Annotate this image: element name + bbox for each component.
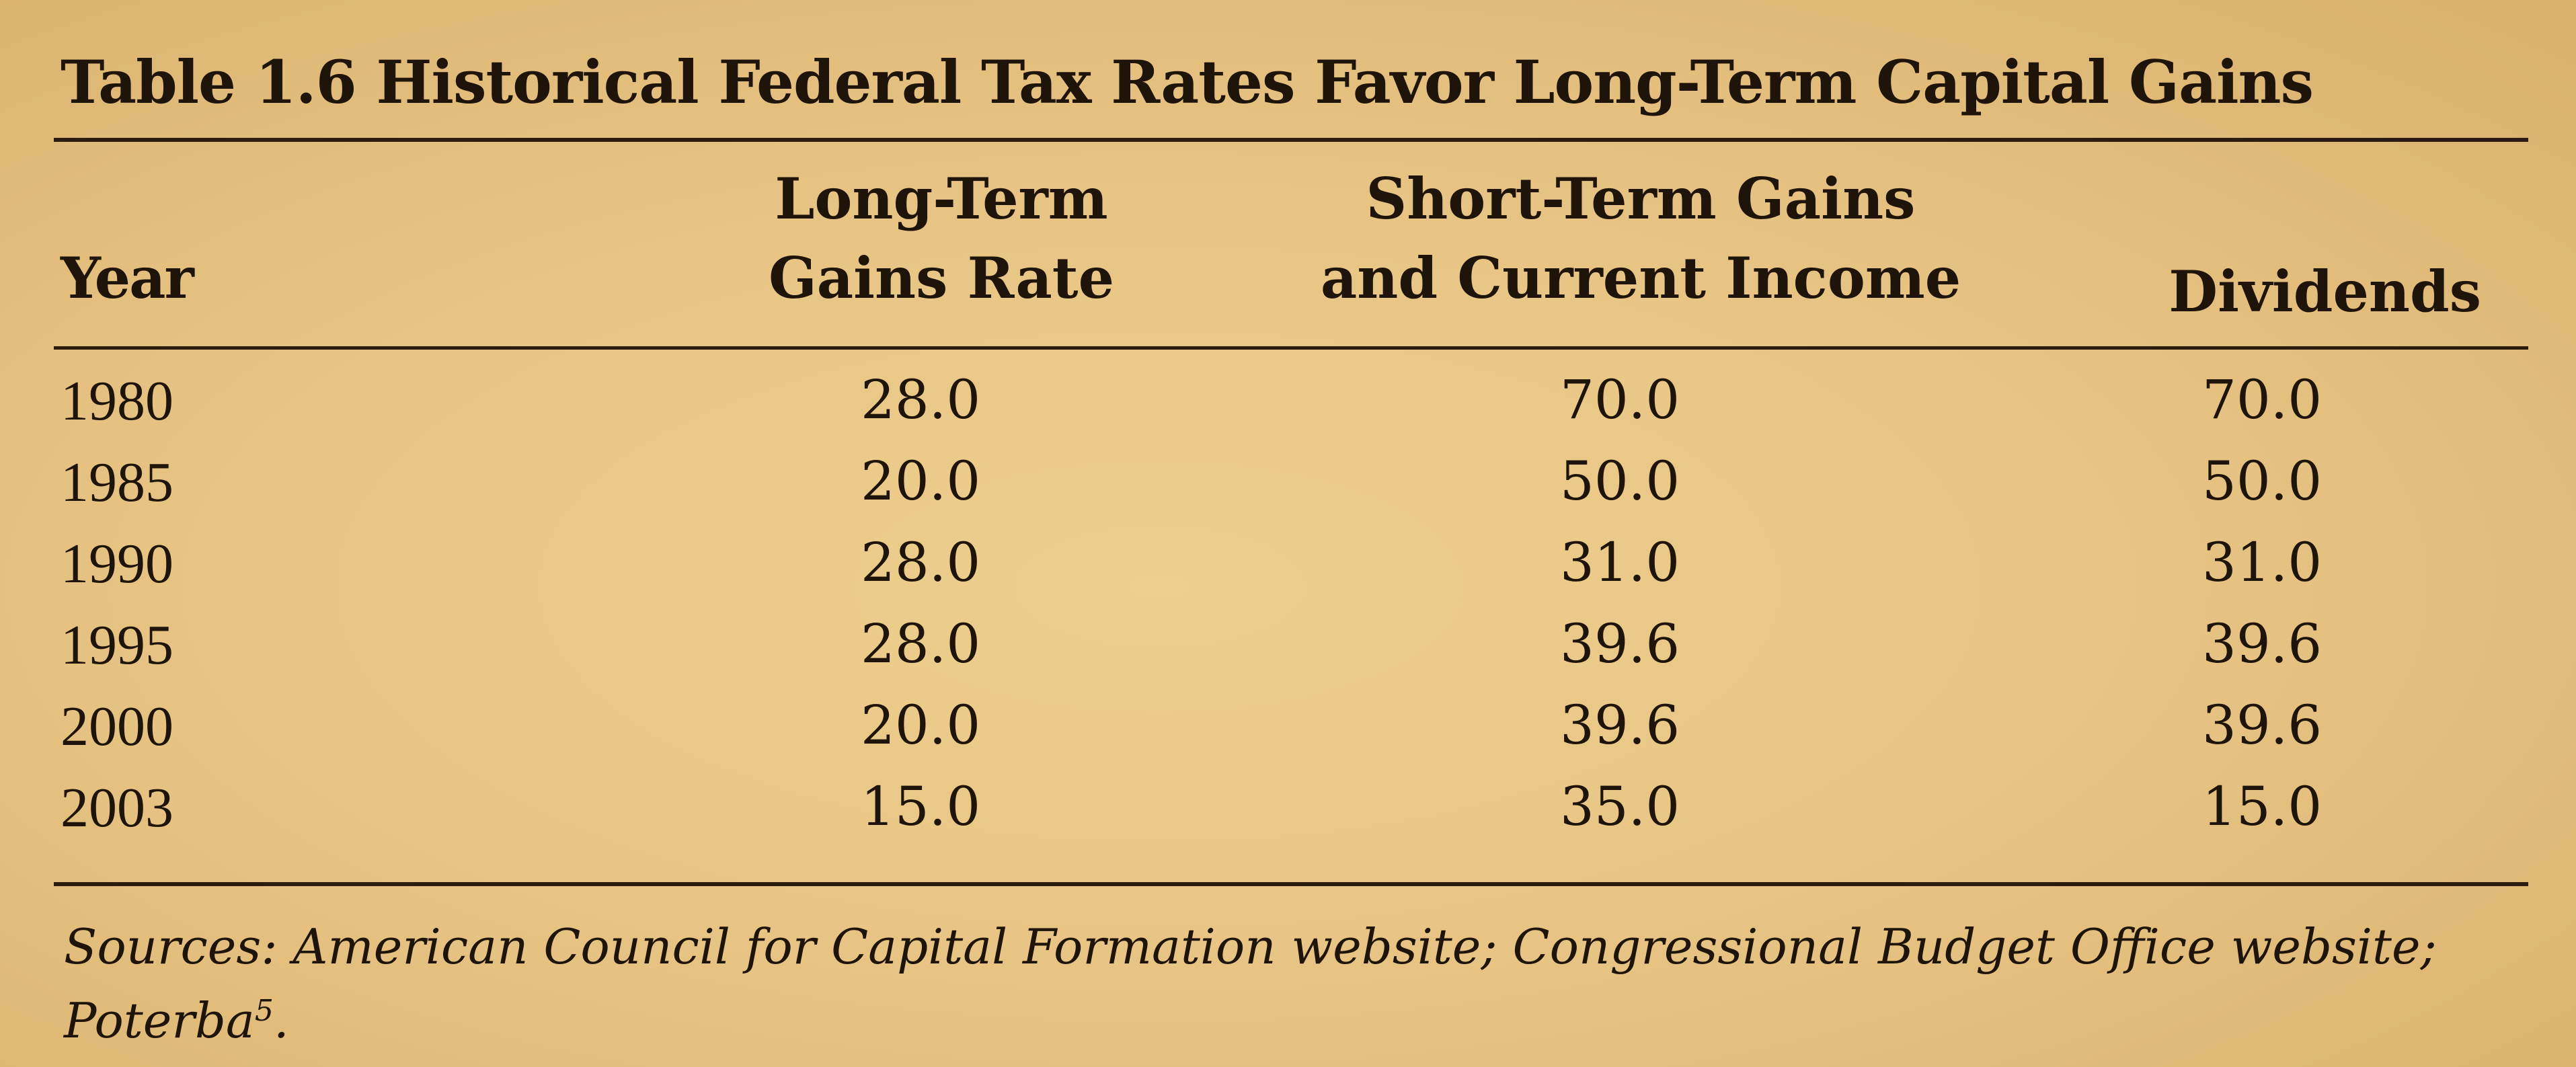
cell-year: 1985: [61, 451, 173, 514]
cell-long-term: 28.0: [861, 531, 981, 594]
cell-long-term: 28.0: [861, 368, 981, 431]
cell-year: 2000: [61, 695, 173, 758]
header-rule: [54, 346, 2528, 350]
cell-short-term: 70.0: [1560, 368, 1680, 431]
header-short-term-gains: Short-Term Gains and Current Income: [1311, 159, 1970, 318]
cell-short-term: 39.6: [1560, 612, 1680, 675]
header-long-term-gains-rate: Long-Term Gains Rate: [753, 159, 1130, 318]
cell-year: 1995: [61, 614, 173, 676]
cell-long-term: 28.0: [861, 612, 981, 675]
cell-year: 1980: [61, 370, 173, 432]
table-row: 2000 20.0 39.6 39.6: [0, 694, 2576, 775]
cell-dividends: 39.6: [2202, 612, 2323, 675]
top-rule: [54, 138, 2528, 142]
header-short-term-line1: Short-Term Gains: [1366, 165, 1916, 232]
source-text: American Council for Capital Formation w…: [64, 918, 2437, 1049]
cell-short-term: 35.0: [1560, 775, 1680, 838]
source-end: .: [273, 992, 289, 1049]
cell-short-term: 39.6: [1560, 694, 1680, 756]
cell-year: 2003: [61, 777, 173, 839]
cell-dividends: 31.0: [2202, 531, 2323, 594]
table-title: Table 1.6 Historical Federal Tax Rates F…: [61, 47, 2314, 117]
cell-dividends: 70.0: [2202, 368, 2323, 431]
bottom-rule: [54, 882, 2528, 886]
header-year: Year: [61, 245, 194, 311]
cell-short-term: 31.0: [1560, 531, 1680, 594]
table-row: 1995 28.0 39.6 39.6: [0, 612, 2576, 693]
cell-year: 1990: [61, 532, 173, 595]
header-long-term-line1: Long-Term: [775, 165, 1108, 232]
table-row: 1990 28.0 31.0 31.0: [0, 531, 2576, 612]
cell-dividends: 50.0: [2202, 450, 2323, 512]
cell-long-term: 20.0: [861, 450, 981, 512]
source-note: Sources: American Council for Capital Fo…: [64, 914, 2525, 1053]
header-short-term-line2: and Current Income: [1320, 245, 1961, 311]
table-row: 2003 15.0 35.0 15.0: [0, 775, 2576, 856]
cell-long-term: 15.0: [861, 775, 981, 838]
source-footnote: 5: [254, 994, 274, 1028]
cell-dividends: 39.6: [2202, 694, 2323, 756]
table-row: 1985 20.0 50.0 50.0: [0, 450, 2576, 530]
source-label: Sources:: [64, 918, 278, 975]
cell-short-term: 50.0: [1560, 450, 1680, 512]
cell-dividends: 15.0: [2202, 775, 2323, 838]
header-dividends: Dividends: [2169, 258, 2481, 325]
table-row: 1980 28.0 70.0 70.0: [0, 368, 2576, 449]
header-long-term-line2: Gains Rate: [768, 245, 1115, 311]
cell-long-term: 20.0: [861, 694, 981, 756]
